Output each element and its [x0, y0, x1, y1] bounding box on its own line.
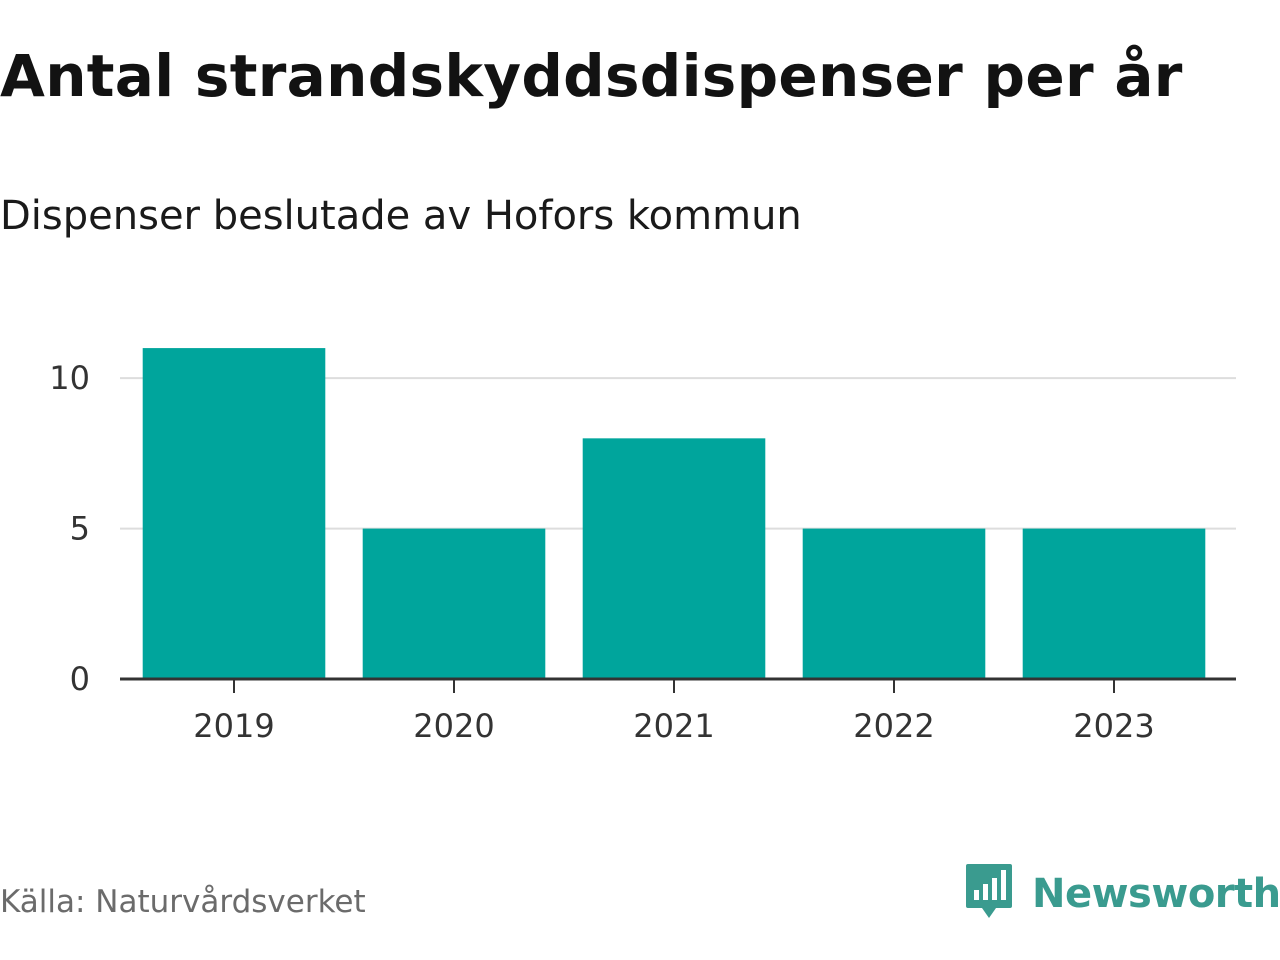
brand-logo[interactable]: Newsworthy: [964, 862, 1280, 926]
axis-layer: 0 5 10 2019 2020 2021 2022 2023: [49, 359, 1236, 745]
y-tick-label: 0: [70, 660, 90, 698]
y-tick-label: 5: [70, 510, 90, 548]
bar-2020: [362, 528, 546, 679]
brand-name: Newsworthy: [1032, 871, 1280, 917]
x-tick-label: 2022: [853, 707, 934, 745]
bar-2019: [142, 348, 326, 679]
newsworthy-logo-icon: [964, 862, 1014, 926]
source-note: Källa: Naturvårdsverket: [0, 884, 366, 920]
bar-layer: [142, 348, 1206, 679]
chart-subtitle: Dispenser beslutade av Hofors kommun: [0, 193, 802, 239]
bar-2023: [1022, 528, 1206, 679]
chart-title: Antal strandskyddsdispenser per år: [0, 42, 1183, 110]
x-tick-label: 2021: [633, 707, 714, 745]
y-tick-label: 10: [49, 359, 90, 397]
bar-2022: [802, 528, 986, 679]
x-tick-label: 2020: [413, 707, 494, 745]
x-tick-label: 2023: [1073, 707, 1154, 745]
bar-2021: [582, 438, 766, 679]
x-tick-label: 2019: [193, 707, 274, 745]
